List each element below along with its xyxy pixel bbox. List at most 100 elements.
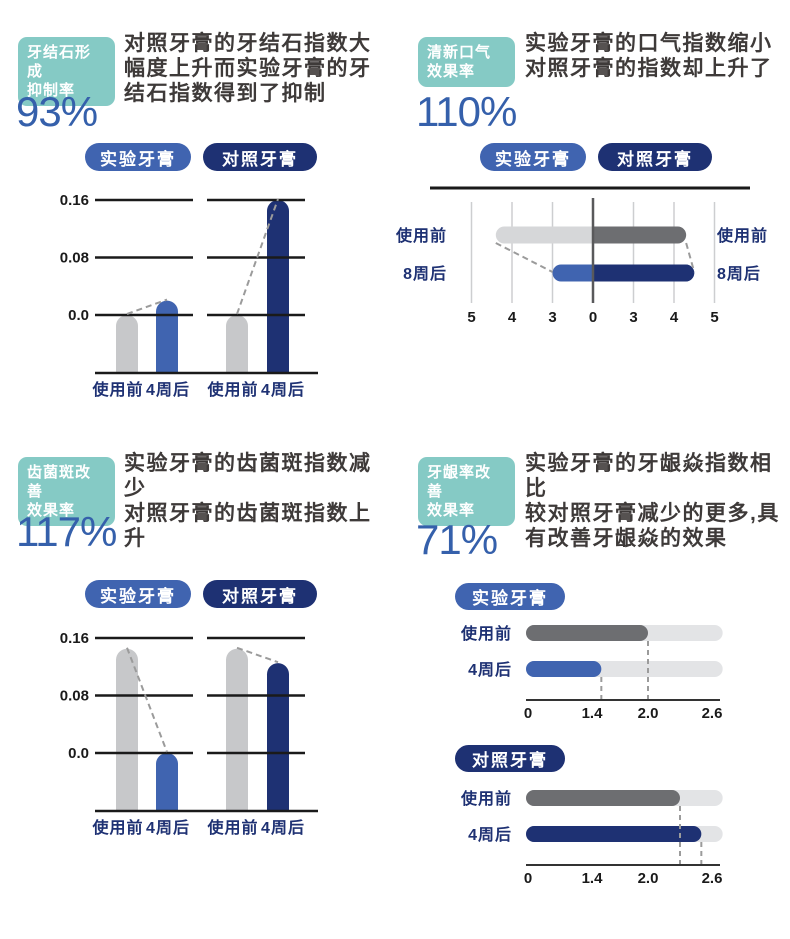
bar-4周后 [267, 663, 289, 811]
desc-line: 结石指数得到了抑制 [124, 82, 327, 105]
trend-dashed-line [236, 198, 279, 315]
x-axis-tick-label: 5 [467, 309, 475, 326]
badge-line: 效果率 [427, 502, 476, 519]
x-axis-tick-label: 1.4 [582, 870, 604, 887]
desc-line: 实验牙膏的口气指数缩小 [525, 32, 773, 55]
y-axis-tick-label: 0.0 [68, 745, 89, 762]
bar-4周后 [156, 753, 178, 811]
bar-使用前 [226, 315, 248, 373]
breath-badge: 清新口气 效果率 [418, 37, 515, 87]
trend-dashed-line [126, 298, 168, 315]
bar-4周后 [526, 826, 702, 842]
bar-4周后 [526, 661, 602, 677]
y-axis-tick-label: 0.0 [68, 307, 89, 324]
x-axis-tick-label: 2.0 [638, 705, 659, 722]
x-axis-tick-label: 3 [548, 309, 556, 326]
x-axis-tick-label: 0 [524, 705, 532, 722]
x-axis-tick-label: 2.6 [702, 705, 723, 722]
desc-line: 对照牙膏的齿菌斑指数上升 [124, 502, 372, 550]
x-axis-label: 4周后 [146, 819, 190, 837]
gum-experimental-bullet-chart: 使用前 4周后 0 1.4 2.0 2.6 [460, 624, 723, 722]
x-axis-tick-label: 2.6 [702, 870, 723, 887]
badge-line: 牙龈率改善 [427, 464, 492, 500]
x-axis-tick-label: 2.0 [638, 870, 659, 887]
legend-experimental-pill: 实验牙膏 [85, 580, 191, 608]
x-axis-label: 4周后 [261, 819, 305, 837]
gum-description: 实验牙膏的牙龈焱指数相比 较对照牙膏减少的更多,具 有改善牙龈焱的效果 [525, 451, 790, 551]
x-axis-label: 使用前 [91, 380, 143, 399]
row-label: 4周后 [468, 661, 512, 679]
row-label-left: 使用前 [395, 226, 447, 245]
tartar-badge: 牙结石形成 抑制率 [18, 37, 115, 106]
x-axis-tick-label: 4 [670, 309, 679, 326]
trend-dashed-line [495, 242, 553, 273]
legend-control-pill: 对照牙膏 [203, 580, 317, 608]
legend-experimental-pill: 实验牙膏 [480, 143, 586, 171]
row-label-right: 8周后 [717, 265, 761, 283]
badge-line: 抑制率 [27, 82, 76, 99]
tartar-description: 对照牙膏的牙结石指数大 幅度上升而实验牙膏的牙 结石指数得到了抑制 [124, 31, 392, 106]
bar-使用前 [116, 648, 138, 811]
desc-line: 实验牙膏的齿菌斑指数减少 [124, 452, 372, 500]
plaque-description: 实验牙膏的齿菌斑指数减少 对照牙膏的齿菌斑指数上升 [124, 451, 392, 551]
breath-diverging-chart: 5 4 3 0 3 4 5 使用前 使用前 8周后 8周后 [395, 186, 768, 326]
plaque-badge: 齿菌斑改善 效果率 [18, 457, 115, 526]
x-axis-tick-label: 3 [629, 309, 637, 326]
experimental-subchart-pill: 实验牙膏 [455, 583, 565, 610]
y-axis-tick-label: 0.16 [60, 630, 89, 647]
bar-使用前 [226, 648, 248, 811]
bar-使用前 [116, 315, 138, 373]
bar-right-8周后 [593, 264, 695, 282]
desc-line: 较对照牙膏减少的更多,具 [525, 502, 780, 525]
x-axis-label: 4周后 [261, 381, 305, 399]
desc-line: 对照牙膏的指数却上升了 [525, 57, 773, 80]
badge-line: 齿菌斑改善 [27, 464, 92, 500]
plaque-percent-value: 117% [16, 508, 117, 555]
row-label: 使用前 [460, 624, 512, 643]
legend-control-pill: 对照牙膏 [203, 143, 317, 171]
desc-line: 有改善牙龈焱的效果 [525, 527, 728, 550]
x-axis-label: 使用前 [206, 818, 258, 837]
bar-4周后 [267, 200, 289, 373]
x-axis-tick-label: 4 [508, 309, 517, 326]
breath-description: 实验牙膏的口气指数缩小 对照牙膏的指数却上升了 [525, 31, 790, 81]
x-axis-tick-label: 0 [589, 309, 597, 326]
trend-dashed-line [236, 646, 279, 664]
y-axis-tick-label: 0.16 [60, 192, 89, 209]
x-axis-label: 使用前 [206, 380, 258, 399]
panel-tartar-inhibition: 牙结石形成 抑制率 对照牙膏的牙结石指数大 幅度上升而实验牙膏的牙 结石指数得到… [0, 0, 395, 420]
gum-percent-value: 71% [416, 516, 498, 563]
row-label: 4周后 [468, 826, 512, 844]
desc-line: 实验牙膏的牙龈焱指数相比 [525, 452, 773, 500]
desc-line: 对照牙膏的牙结石指数大 [124, 32, 372, 55]
legend-control-pill: 对照牙膏 [598, 143, 712, 171]
panel-fresh-breath: 清新口气 效果率 实验牙膏的口气指数缩小 对照牙膏的指数却上升了 110% 实验… [395, 0, 790, 420]
legend-experimental-pill: 实验牙膏 [85, 143, 191, 171]
x-axis-label: 4周后 [146, 381, 190, 399]
row-label-right: 使用前 [716, 226, 768, 245]
badge-line: 效果率 [27, 502, 76, 519]
row-label: 使用前 [460, 789, 512, 808]
x-axis-label: 使用前 [91, 818, 143, 837]
y-axis-tick-label: 0.08 [60, 688, 89, 705]
tartar-percent-value: 93% [16, 88, 98, 135]
bar-使用前 [526, 790, 680, 806]
desc-line: 幅度上升而实验牙膏的牙 [124, 57, 372, 80]
trend-dashed-line [685, 242, 696, 273]
x-axis-tick-label: 5 [710, 309, 718, 326]
trend-dashed-line [126, 647, 168, 753]
breath-percent-value: 110% [416, 88, 517, 135]
gum-badge: 牙龈率改善 效果率 [418, 457, 515, 526]
x-axis-tick-label: 0 [524, 870, 532, 887]
y-axis-tick-label: 0.08 [60, 250, 89, 267]
row-label-left: 8周后 [403, 265, 447, 283]
badge-line: 牙结石形成 [27, 44, 92, 80]
badge-line: 效果率 [427, 63, 476, 80]
bar-使用前 [526, 625, 648, 641]
bar-4周后 [156, 300, 178, 373]
panel-plaque-improvement: 齿菌斑改善 效果率 实验牙膏的齿菌斑指数减少 对照牙膏的齿菌斑指数上升 117%… [0, 420, 395, 939]
bar-right-使用前 [593, 226, 687, 244]
